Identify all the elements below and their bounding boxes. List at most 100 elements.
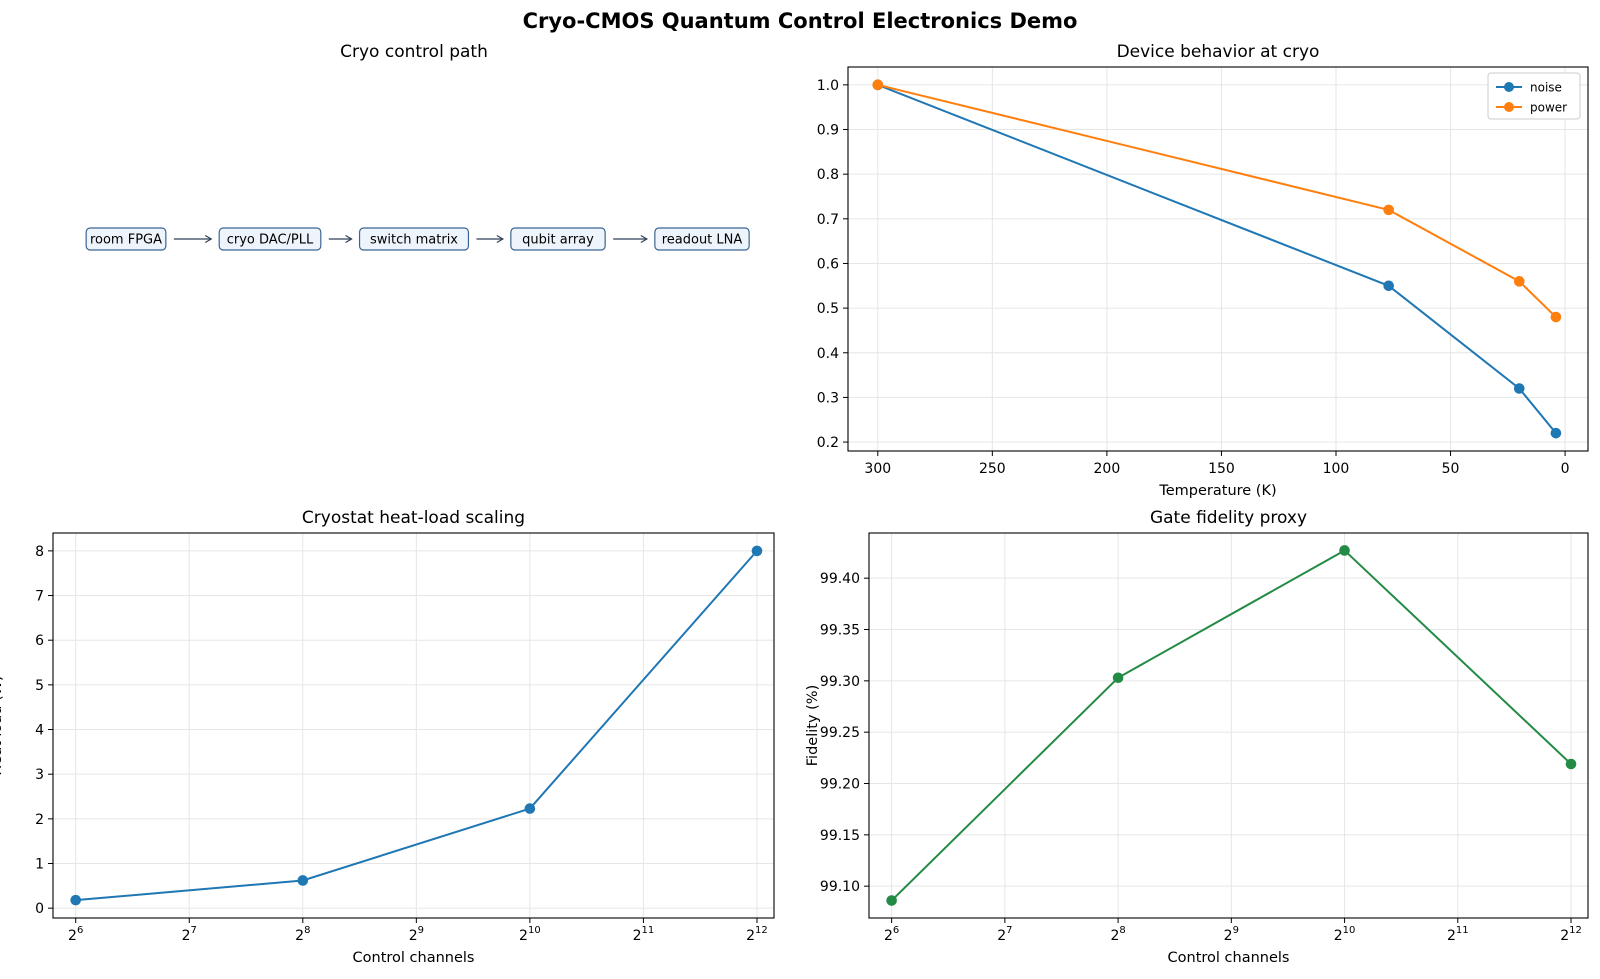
x-tick-label: 28 [1110,925,1125,944]
x-tick-label: 27 [997,925,1012,944]
y-tick-label: 8 [35,544,44,560]
x-tick-label: 210 [519,925,541,944]
chart-title: Device behavior at cryo [1117,42,1320,62]
flow-arrow [476,234,505,244]
flow-node: switch matrix [358,227,470,251]
data-point [872,79,884,91]
plot-frame [52,532,775,919]
series-0 [886,545,1577,906]
data-point [1383,204,1394,216]
y-tick-label: 99.40 [820,571,860,587]
flow-arrow [173,234,213,244]
x-tick-label: 28 [295,925,310,944]
y-tick-label: 0.5 [817,301,839,317]
flow-node-label: cryo DAC/PLL [227,233,314,248]
y-tick-label: 0.3 [817,390,839,406]
plot-frame [847,66,1589,452]
legend-marker [1504,82,1514,92]
data-point [1339,545,1350,556]
y-tick-label: 7 [35,589,44,605]
grid [53,533,774,918]
flow-node-box [510,227,606,251]
y-tick-label: 0.9 [817,123,839,139]
x-tick-label: 0 [1561,461,1570,477]
series-power [872,79,1562,323]
data-point [1383,280,1394,292]
legend-label: power [1530,101,1567,115]
data-point [1550,311,1562,323]
y-tick-label: 99.25 [820,725,860,741]
flow-arrow [328,234,353,244]
y-tick-label: 99.20 [820,777,860,793]
data-point [751,545,763,557]
flow-node-label: readout LNA [662,233,743,248]
data-point [886,895,897,906]
x-tick-label: 50 [1442,461,1460,477]
y-tick-label: 0.7 [817,212,839,228]
flow-node-label: room FPGA [90,233,162,248]
x-axis-label: Control channels [1168,950,1290,966]
y-tick-label: 0.6 [817,256,839,272]
flow-node-box [218,227,322,251]
data-point [1565,758,1577,770]
x-tick-label: 200 [1094,461,1121,477]
x-tick-label: 150 [1208,461,1235,477]
grid [848,67,1588,451]
device-behavior-chart: 300 250 200 150 100 50 0 0.2 0.3 0.4 0.5 0.6 0.7 0.8 0… [817,42,1589,499]
chart-title: Gate fidelity proxy [1150,508,1307,528]
x-tick-label: 26 [884,925,899,944]
x-axis-label: Temperature (K) [1158,483,1276,499]
y-tick-label: 6 [35,633,44,649]
flow-arrow [613,234,649,244]
data-point [524,803,536,814]
series-0 [70,545,763,906]
flow-node-box [85,227,167,251]
x-tick-label: 29 [1224,925,1239,944]
y-tick-label: 99.15 [820,828,860,844]
x-tick-label: 27 [182,925,197,944]
x-tick-label: 211 [1447,925,1469,944]
x-tick-label: 100 [1323,461,1350,477]
y-tick-label: 5 [35,678,44,694]
series-line [877,83,1557,434]
data-point [1550,427,1562,439]
fidelity-chart: 26 27 28 29 210 211 212 99.10 99.15 99.20 99.25 99.… [805,508,1589,966]
x-tick-label: 29 [409,925,424,944]
y-axis-label: Heat load (W) [0,675,5,775]
flow-arrow-head [640,234,649,244]
flow-node: qubit array [510,227,606,251]
flow-node-box [654,227,750,251]
flow-node-label: qubit array [522,233,594,248]
data-point [1513,383,1525,394]
series-line [890,549,1572,902]
flow-node: cryo DAC/PLL [218,227,322,251]
y-tick-label: 1.0 [817,78,839,94]
y-axis-label: Fidelity (%) [805,685,821,766]
data-point [1513,276,1525,287]
series-line [75,550,758,902]
y-tick-label: 0.8 [817,167,839,183]
legend-marker [1504,102,1514,112]
control-path-diagram: Cryo control path room FPGA cryo DAC/PLL s… [85,42,750,251]
flow-node: room FPGA [85,227,167,251]
series-line [877,83,1557,318]
grid [869,533,1588,918]
legend: noise power [1487,72,1581,120]
legend-entry: noise [1496,81,1562,95]
y-tick-label: 4 [35,723,44,739]
legend-label: noise [1530,81,1562,95]
legend-entry: power [1496,101,1567,115]
flow-arrow-head [345,234,353,244]
y-tick-label: 2 [35,812,44,828]
flow-arrow-head [496,234,505,244]
y-tick-label: 0.4 [817,346,839,362]
x-tick-label: 26 [68,925,83,944]
flow-node-label: switch matrix [370,233,458,248]
x-tick-label: 212 [1560,925,1582,944]
y-tick-label: 99.30 [820,674,860,690]
x-tick-label: 211 [633,925,655,944]
y-tick-label: 99.10 [820,879,860,895]
y-tick-label: 99.35 [820,623,860,639]
y-tick-label: 1 [35,857,44,873]
